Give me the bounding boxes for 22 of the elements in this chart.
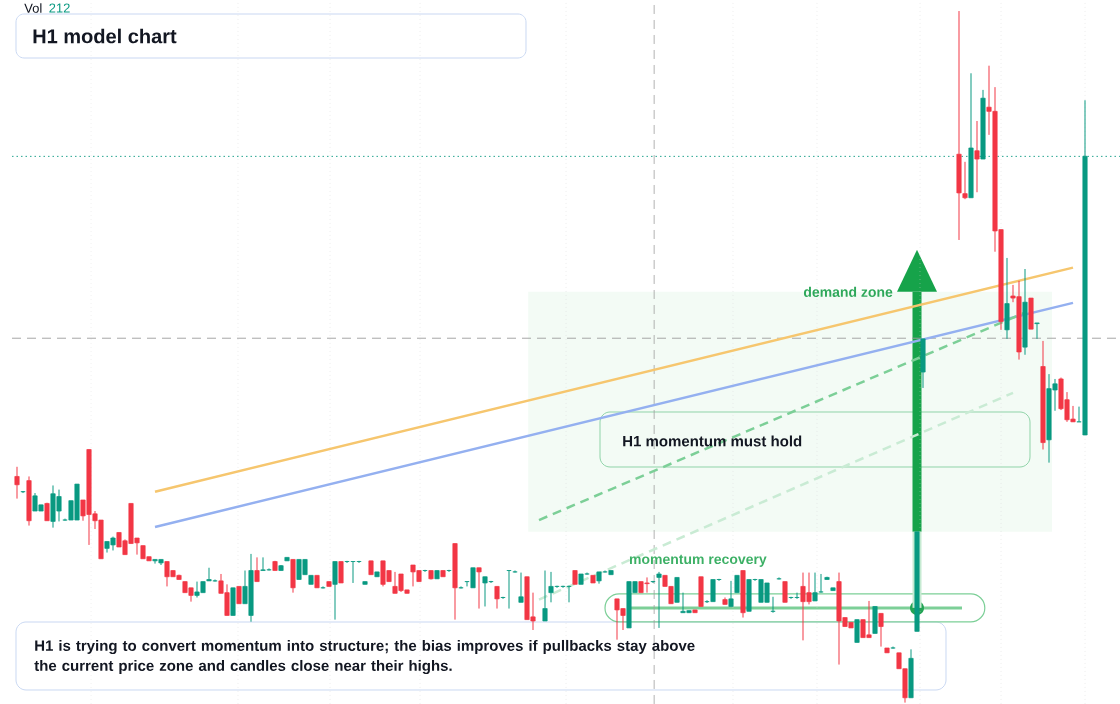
candlestick <box>542 570 548 622</box>
candlestick <box>518 572 524 603</box>
annotation: 212 <box>49 3 70 13</box>
candlestick <box>656 571 662 629</box>
candlestick <box>974 120 980 193</box>
candlestick <box>854 619 860 643</box>
band-label: demand zone <box>803 286 893 297</box>
candlestick <box>878 612 884 648</box>
text: H1 model chart <box>33 28 177 44</box>
candlestick <box>494 585 500 610</box>
candlestick <box>476 567 482 610</box>
annotation: Vol <box>24 3 42 13</box>
candlestick <box>254 556 260 583</box>
candlestick <box>1034 322 1040 340</box>
candlestick <box>338 561 344 584</box>
candlestick <box>782 581 788 603</box>
candlestick <box>728 580 734 607</box>
ref-line-label: momentum recovery <box>629 554 767 567</box>
annotation: H1 momentum must hold <box>623 435 802 447</box>
candlestick <box>14 466 20 500</box>
annotation: H1 is trying to convert momentum into structure; the bias improves if pullbacks stay above the current price zone and candles close near their highs. <box>34 639 695 675</box>
candlestick <box>332 561 338 621</box>
